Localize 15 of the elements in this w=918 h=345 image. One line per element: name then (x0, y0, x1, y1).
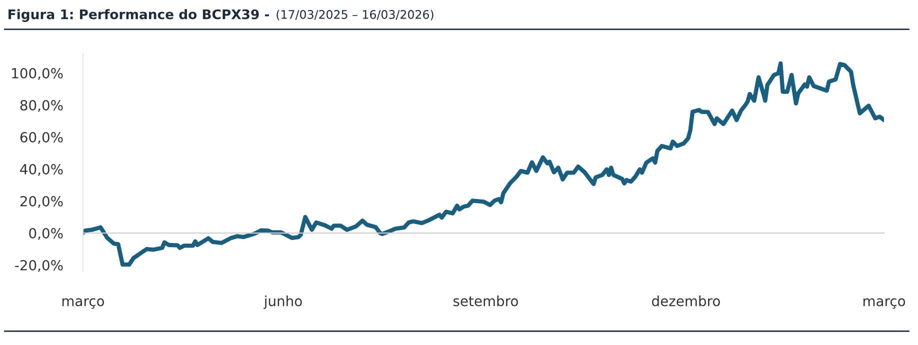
y-tick-label: 100,0% (12, 68, 63, 80)
x-tick-label: dezembro (652, 296, 720, 306)
chart-title: Figura 1: Performance do BCPX39 - (8, 9, 270, 22)
y-tick-label: 40,0% (20, 164, 63, 176)
y-tick-label: 60,0% (20, 132, 63, 144)
y-tick-label: 0,0% (29, 228, 63, 240)
x-tick-label: junho (264, 296, 302, 309)
x-tick-label: setembro (453, 296, 518, 306)
y-tick-label: -20,0% (15, 260, 63, 272)
x-tick-label: março (62, 298, 104, 309)
y-tick-label: 80,0% (20, 100, 63, 112)
line-series (82, 61, 884, 267)
x-tick-label: março (864, 298, 906, 309)
y-tick-label: 20,0% (20, 196, 63, 208)
chart-subtitle: (17/03/2025 – 16/03/2026) (276, 10, 434, 20)
